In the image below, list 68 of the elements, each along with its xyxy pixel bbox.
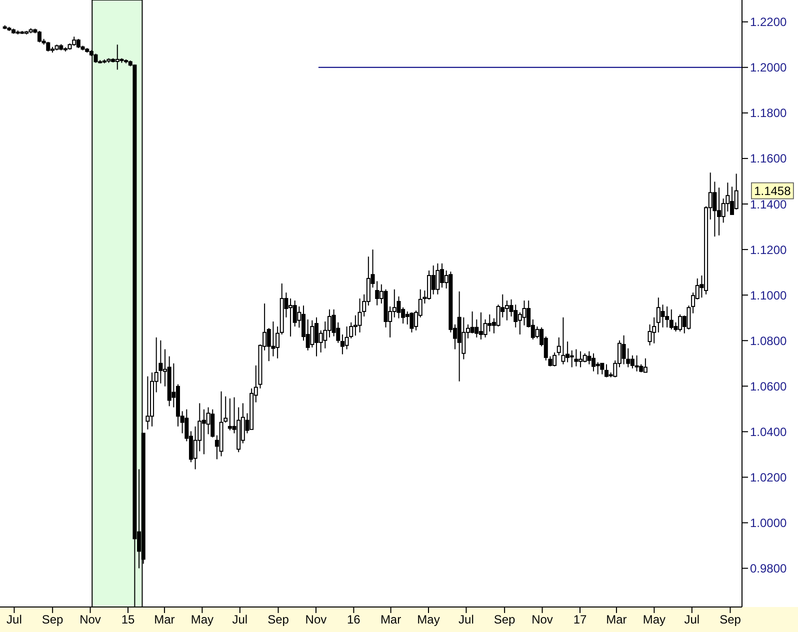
x-tick-label: Sep [720,612,742,627]
x-tick-label: May [190,612,214,627]
y-tick-label: 1.0000 [750,516,788,530]
x-tick-label: Jul [458,612,474,627]
candlestick [410,312,414,333]
y-tick-label: 0.9800 [750,562,788,576]
candlestick [488,314,492,332]
candlestick [310,320,314,348]
x-tick-label: Jul [6,612,22,627]
y-tick-label: 1.1400 [750,197,788,212]
candlestick [483,318,488,338]
candlestick [206,406,210,435]
x-tick-label: Nov [80,612,101,627]
y-tick-label: 1.0800 [750,334,788,348]
candlestick [686,305,691,330]
candlestick [431,264,436,295]
candlestick [665,306,670,328]
x-tick-label: Nov [532,612,553,627]
candlestick [358,298,362,333]
x-tick-label: Sep [42,612,64,627]
candlestick [669,308,674,330]
y-tick-label: 1.0200 [750,470,788,484]
candlestick [72,36,76,46]
candlestick [622,334,626,365]
x-tick-label: Mar [380,612,402,627]
candlestick [634,354,639,372]
candlestick [470,310,474,334]
x-tick-label: Sep [494,612,516,627]
annotation: 1.1458 [754,184,792,198]
y-tick-label: 1.1000 [750,288,788,302]
candlestick [292,300,297,327]
candlestick [587,350,592,365]
x-tick-label: 16 [347,612,361,627]
candlestick [522,300,526,326]
candlestick [600,362,604,375]
candlestick [271,320,276,357]
y-tick-label: 1.1600 [750,152,788,166]
y-tick-label: 1.0400 [750,424,788,439]
x-tick-label: 17 [573,612,587,627]
candlestick [561,316,566,365]
candlestick [405,310,410,325]
x-tick-label: Jul [232,612,248,627]
y-tick-label: 1.2000 [750,60,788,75]
candlestick [596,362,600,375]
candlestick [392,288,396,318]
candlestick [660,304,665,328]
candlestick [115,44,120,70]
y-tick-label: 1.0600 [750,379,788,394]
candlestick [146,376,150,430]
y-tick-label: 1.1200 [750,242,788,257]
y-tick-label: 1.1800 [750,106,788,120]
candlestick [210,408,215,438]
x-tick-label: May [417,612,440,627]
x-tick-label: Mar [154,612,175,627]
x-tick-label: 15 [121,612,135,627]
candlestick [436,262,440,295]
candlestick [46,41,50,52]
x-tick-label: Jul [684,612,700,627]
x-tick-label: May [642,612,666,627]
candlestick [344,326,349,350]
x-tick-label: Mar [606,612,627,627]
x-tick-label: Sep [268,612,290,627]
candlestick [570,350,574,368]
candlestick [574,348,578,367]
y-tick-label: 1.2200 [750,15,788,30]
candlestick [652,316,656,344]
candlestick [643,358,648,373]
x-tick-label: Nov [305,612,327,627]
